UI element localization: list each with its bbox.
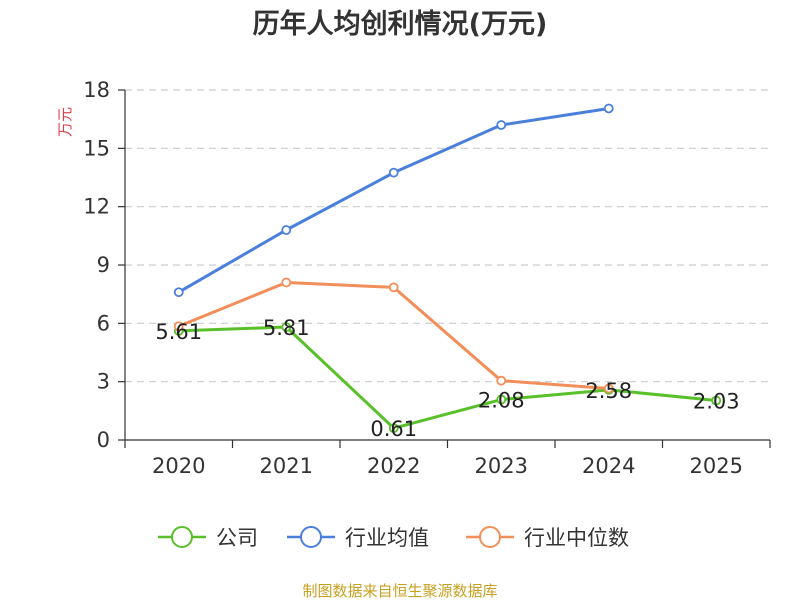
data-label: 2.08 bbox=[478, 389, 525, 413]
legend: 公司 行业均值 行业中位数 bbox=[158, 526, 629, 550]
x-tick-label: 2021 bbox=[260, 454, 313, 478]
data-point-2 bbox=[173, 321, 184, 332]
series-group bbox=[173, 103, 722, 434]
x-tick-label: 2023 bbox=[475, 454, 528, 478]
x-tick-label: 2024 bbox=[582, 454, 635, 478]
data-point-2 bbox=[603, 383, 614, 394]
data-point-0 bbox=[388, 423, 399, 434]
axes: 0 3 6 9 12 15 18 2020 2021 2022 2023 2024 2025 bbox=[83, 78, 771, 478]
series-line-2 bbox=[178, 281, 609, 390]
data-label: 2.58 bbox=[585, 379, 632, 403]
data-point-1 bbox=[603, 103, 614, 114]
x-tick-label: 2020 bbox=[152, 454, 205, 478]
data-label: 5.61 bbox=[155, 320, 202, 344]
legend-marker bbox=[171, 526, 193, 548]
x-tick-label: 2022 bbox=[367, 454, 420, 478]
data-point-0 bbox=[711, 395, 722, 406]
y-tick-label: 0 bbox=[97, 428, 110, 452]
data-point-2 bbox=[388, 282, 399, 293]
data-point-1 bbox=[173, 287, 184, 298]
data-point-0 bbox=[281, 322, 292, 332]
data-point-1 bbox=[388, 167, 399, 178]
y-tick-label: 15 bbox=[83, 136, 110, 160]
source-note: 制图数据来自恒生聚源数据库 bbox=[302, 582, 497, 600]
series-line-0 bbox=[178, 325, 717, 430]
y-tick-label: 18 bbox=[83, 78, 110, 102]
data-labels: 5.61 5.81 0.61 2.08 2.58 2.03 bbox=[155, 316, 739, 441]
y-tick-label: 6 bbox=[97, 311, 110, 335]
y-tick-label: 12 bbox=[83, 195, 110, 219]
y-axis-label: 万元 bbox=[56, 107, 74, 137]
y-tick-label: 9 bbox=[97, 253, 110, 277]
legend-marker bbox=[300, 526, 322, 548]
legend-label: 行业均值 bbox=[345, 526, 429, 550]
legend-marker bbox=[479, 526, 501, 548]
data-point-1 bbox=[496, 120, 507, 130]
chart-title: 历年人均创利情况(万元) bbox=[253, 8, 548, 40]
data-point-2 bbox=[496, 375, 507, 386]
data-point-0 bbox=[496, 394, 507, 405]
legend-label: 行业中位数 bbox=[524, 526, 629, 550]
x-tick-label: 2025 bbox=[690, 454, 743, 478]
data-label: 5.81 bbox=[263, 316, 310, 340]
data-point-2 bbox=[281, 277, 292, 288]
data-label: 0.61 bbox=[370, 417, 417, 441]
legend-label: 公司 bbox=[216, 526, 258, 550]
y-tick-label: 3 bbox=[97, 370, 110, 394]
data-point-1 bbox=[281, 225, 292, 235]
grid-lines bbox=[125, 89, 770, 383]
data-label: 2.03 bbox=[693, 390, 740, 414]
